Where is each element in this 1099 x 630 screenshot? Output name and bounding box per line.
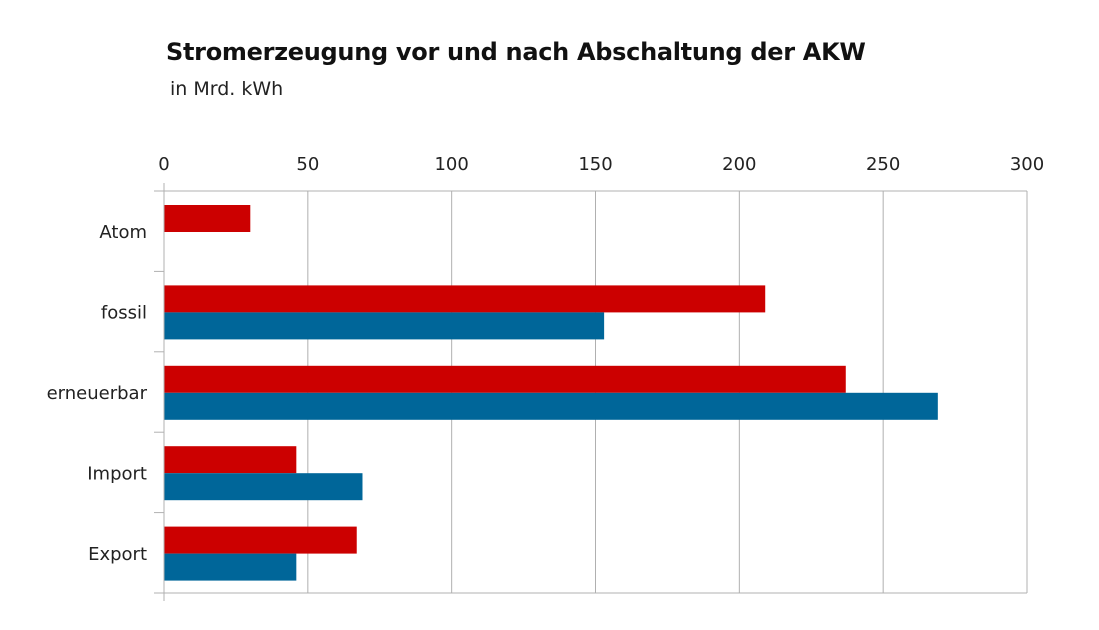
- x-tick-label: 100: [434, 154, 468, 175]
- bar-export-series-2: [164, 553, 297, 581]
- x-tick-label: 200: [722, 154, 756, 175]
- bar-import-series-1: [164, 446, 297, 474]
- category-label: Atom: [99, 222, 147, 243]
- bar-import-series-2: [164, 473, 363, 501]
- x-tick-label: 0: [158, 154, 169, 175]
- x-tick-label: 50: [296, 154, 319, 175]
- chart-subtitle: in Mrd. kWh: [170, 78, 284, 100]
- category-label: Import: [87, 463, 147, 484]
- bar-fossil-series-2: [164, 312, 605, 340]
- bar-erneuerbar-series-2: [164, 392, 938, 420]
- x-tick-label: 250: [866, 154, 900, 175]
- bar-export-series-1: [164, 526, 357, 554]
- bar-atom-series-1: [164, 205, 251, 232]
- bar-fossil-series-1: [164, 285, 766, 313]
- category-label: erneuerbar: [47, 383, 148, 404]
- category-label: Export: [88, 544, 147, 565]
- x-tick-label: 300: [1010, 154, 1044, 175]
- x-tick-label: 150: [578, 154, 612, 175]
- category-label: fossil: [101, 303, 147, 324]
- chart-title: Stromerzeugung vor und nach Abschaltung …: [166, 38, 866, 66]
- bar-erneuerbar-series-1: [164, 365, 846, 393]
